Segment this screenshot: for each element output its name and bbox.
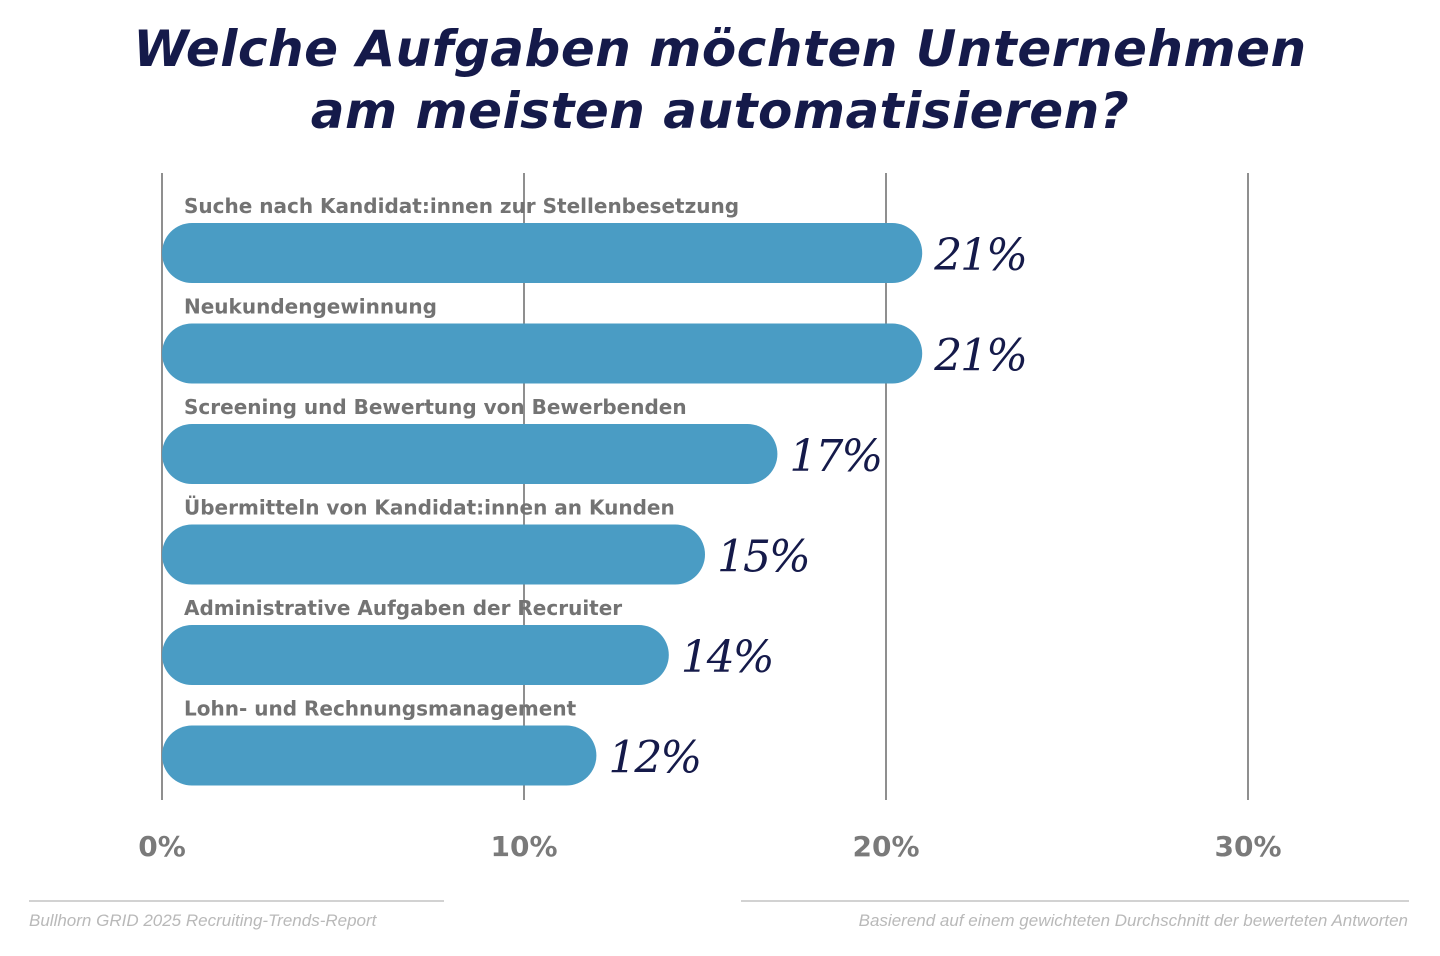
x-tick-label: 10%	[490, 830, 557, 863]
chart-title-line-1: Welche Aufgaben möchten Unternehmen	[133, 20, 1307, 78]
x-axis-ticks: 0% 10% 20% 30%	[138, 830, 1281, 863]
bar	[162, 524, 705, 585]
footer-divider-left	[29, 900, 444, 902]
bar	[162, 424, 778, 484]
category-label: Neukundengewinnung	[184, 295, 437, 319]
category-label: Lohn- und Rechnungsmanagement	[184, 697, 577, 721]
footer-note: Basierend auf einem gewichteten Durchsch…	[858, 911, 1408, 930]
x-tick-label: 0%	[138, 830, 186, 863]
value-label: 17%	[789, 431, 881, 482]
bar	[162, 725, 597, 786]
category-label: Übermitteln von Kandidat:innen an Kunden	[184, 496, 675, 520]
footer-source: Bullhorn GRID 2025 Recruiting-Trends-Rep…	[29, 911, 377, 930]
chart-title-line-2: am meisten automatisieren?	[310, 82, 1130, 140]
x-tick-label: 30%	[1214, 830, 1281, 863]
category-label: Administrative Aufgaben der Recruiter	[184, 596, 622, 620]
value-label: 12%	[608, 733, 700, 784]
footer-divider-right	[741, 900, 1409, 902]
value-label: 15%	[717, 532, 809, 583]
bar	[162, 625, 669, 685]
bars: Suche nach Kandidat:innen zur Stellenbes…	[162, 194, 1028, 786]
value-label: 21%	[933, 331, 1026, 382]
bar	[162, 323, 923, 384]
category-label: Suche nach Kandidat:innen zur Stellenbes…	[184, 194, 739, 218]
bar	[162, 223, 923, 283]
value-label: 21%	[933, 230, 1026, 281]
category-label: Screening und Bewertung von Bewerbenden	[184, 395, 687, 419]
gridlines	[161, 173, 1249, 800]
x-tick-label: 20%	[852, 830, 919, 863]
value-label: 14%	[681, 632, 773, 683]
chart-title: Welche Aufgaben möchten Unternehmen am m…	[0, 18, 1440, 142]
